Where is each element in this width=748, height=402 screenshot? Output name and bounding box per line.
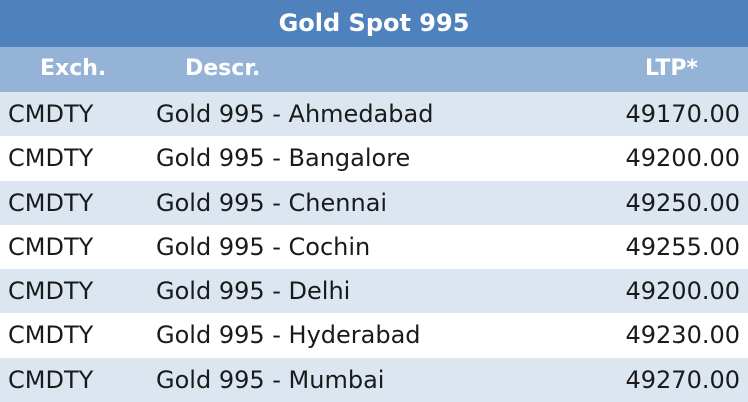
table-cell: Gold 995 - Bangalore xyxy=(156,144,411,173)
table-cell: Gold 995 - Chennai xyxy=(156,188,388,217)
table-title: Gold Spot 995 xyxy=(0,0,748,47)
table-cell: CMDTY xyxy=(8,277,94,306)
table-cell: Gold 995 - Hyderabad xyxy=(156,321,421,350)
table-cell: 49255.00 xyxy=(625,232,740,261)
table-cell: CMDTY xyxy=(8,365,94,394)
table-cell: CMDTY xyxy=(8,100,94,128)
table-cell: 49270.00 xyxy=(625,365,740,394)
table-cell: CMDTY xyxy=(8,321,94,350)
table-row: CMDTY Gold 995 - Delhi 49200.00 xyxy=(0,269,748,314)
table-row: CMDTY Gold 995 - Cochin 49255.00 xyxy=(0,225,748,269)
table-cell: 49170.00 xyxy=(625,100,740,128)
table-row: CMDTY Gold 995 - Ahmedabad 49170.00 xyxy=(0,92,748,137)
table-cell: CMDTY xyxy=(8,144,94,173)
table-row: CMDTY Gold 995 - Bangalore 49200.00 xyxy=(0,136,748,180)
table-cell: Gold 995 - Delhi xyxy=(156,277,351,306)
header-cell: LTP* xyxy=(644,56,698,81)
table-row: CMDTY Gold 995 - Hyderabad 49230.00 xyxy=(0,313,748,357)
table-cell: CMDTY xyxy=(8,188,94,217)
header-cell: Descr. xyxy=(185,56,261,81)
table-row: CMDTY Gold 995 - Mumbai 49270.00 xyxy=(0,357,748,402)
table-cell: CMDTY xyxy=(8,232,94,261)
table-cell: 49250.00 xyxy=(625,188,740,217)
header-row: Exch. Descr. LTP* xyxy=(0,47,748,92)
table-cell: 49200.00 xyxy=(625,144,740,173)
table-cell: Gold 995 - Cochin xyxy=(156,232,371,261)
table-cell: 49230.00 xyxy=(625,321,740,350)
table-cell: Gold 995 - Ahmedabad xyxy=(156,100,434,128)
table-cell: 49200.00 xyxy=(625,277,740,306)
header-cell: Exch. xyxy=(40,56,107,81)
table-cell: Gold 995 - Mumbai xyxy=(156,365,385,394)
table-row: CMDTY Gold 995 - Chennai 49250.00 xyxy=(0,180,748,225)
table-body: CMDTY Gold 995 - Ahmedabad 49170.00 CMDTY Go… xyxy=(0,92,748,402)
